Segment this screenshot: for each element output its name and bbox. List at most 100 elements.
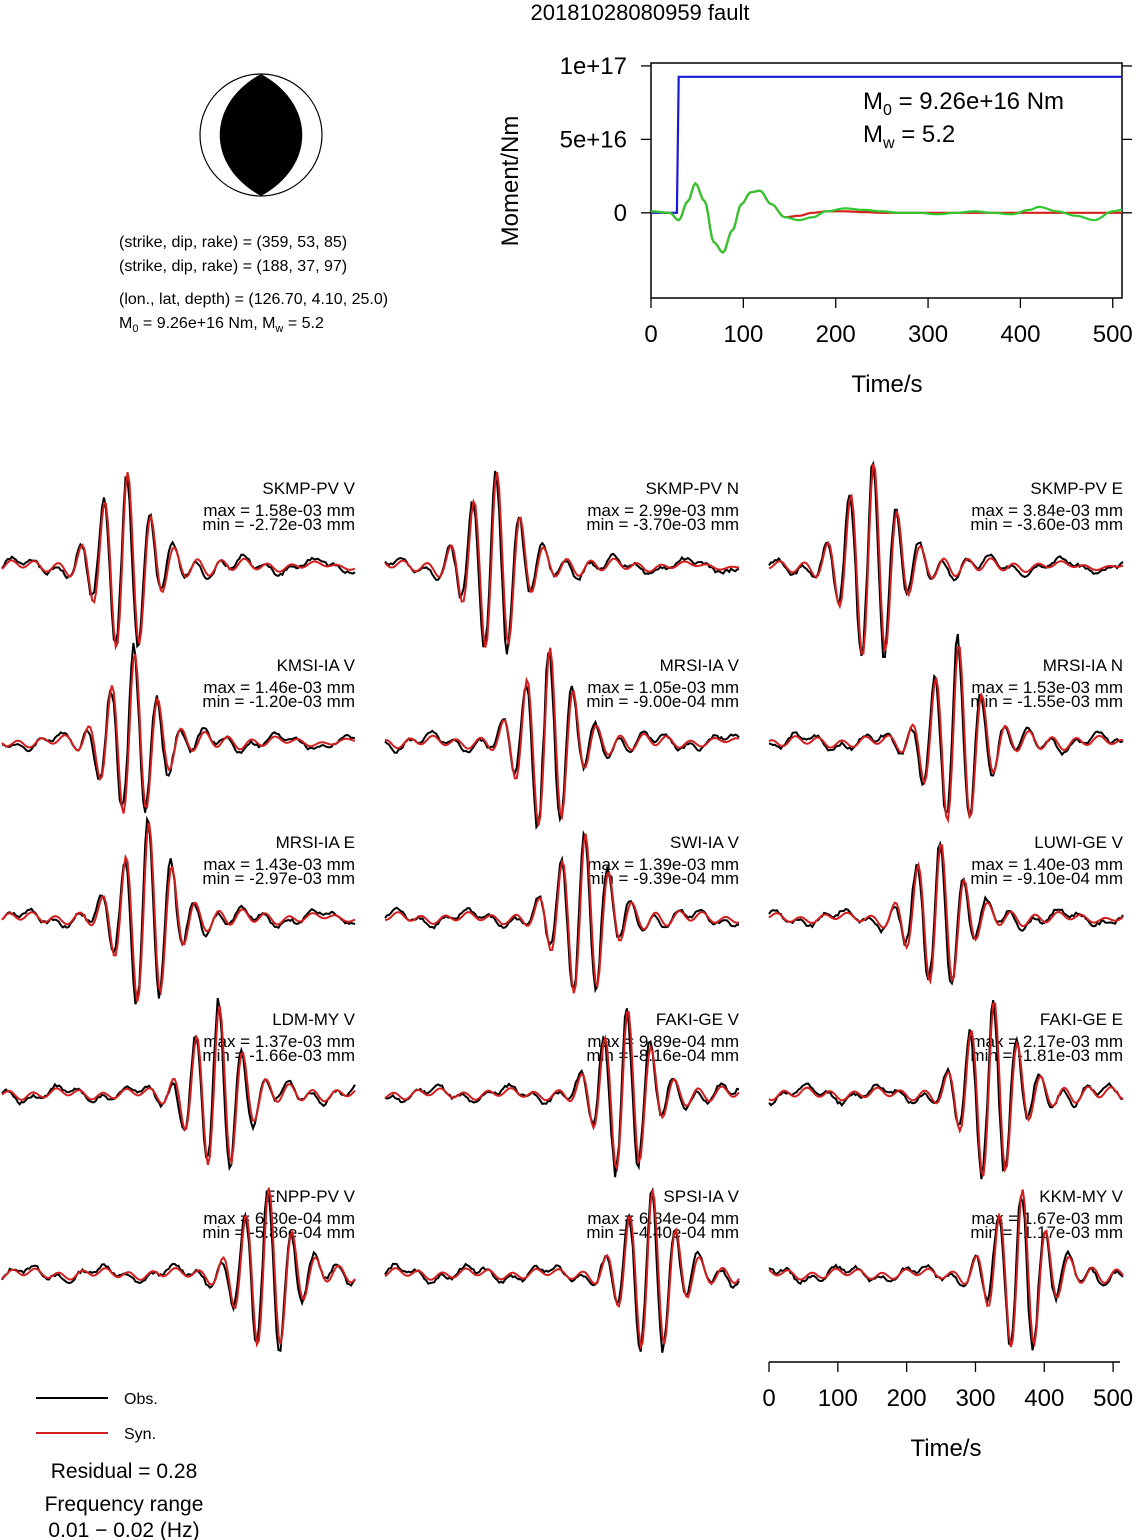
legend-syn-label: Syn. [124,1426,156,1443]
max-amplitude-label: max = 1.53e-03 mm [971,678,1123,697]
min-amplitude-label: min = -1.81e-03 mm [970,1046,1123,1065]
synthetic-trace [1,822,356,1002]
residual-text: Residual = 0.28 [51,1460,198,1483]
min-amplitude-label: min = -8.16e-04 mm [586,1046,739,1065]
stf-y-tick-label: 1e+17 [560,53,627,80]
waveform-x-axis-label: Time/s [910,1435,981,1462]
stf-x-tick-label: 0 [644,321,657,348]
max-amplitude-label: max = 1.67e-03 mm [971,1209,1123,1228]
stf-y-axis: 0 5e+16 1e+17 [560,53,1132,227]
synthetic-trace [1,1187,356,1348]
stf-y-tick-label: 0 [614,200,627,227]
stf-mw-annotation: Mw = 5.2 [863,121,955,152]
waveform-time-axis: 0 100 200 300 400 500 [762,1361,1133,1412]
min-amplitude-label: min = -1.55e-03 mm [970,692,1123,711]
station-label: SWI-IA V [670,833,740,852]
stf-x-tick-label: 400 [1000,321,1040,348]
synthetic-trace [768,463,1124,655]
stf-y-axis-label: Moment/Nm [497,116,524,247]
stf-y-tick-label: 5e+16 [560,126,627,153]
synthetic-trace [1,1005,356,1166]
frequency-range-value: 0.01 − 0.02 (Hz) [48,1519,199,1540]
max-amplitude-label: max = 1.58e-03 mm [203,501,355,520]
moment-text: M0 = 9.26e+16 Nm, Mw = 5.2 [119,315,324,335]
min-amplitude-label: min = -9.00e-04 mm [586,692,739,711]
stf-x-tick-label: 200 [816,321,856,348]
stf-m0-annotation: M0 = 9.26e+16 Nm [863,88,1064,119]
min-amplitude-label: min = -2.72e-03 mm [202,515,355,534]
max-amplitude-label: max = 1.05e-03 mm [587,678,739,697]
max-amplitude-label: max = 6.80e-04 mm [203,1209,355,1228]
time-axis-tick-label: 0 [762,1385,775,1412]
max-amplitude-label: max = 1.39e-03 mm [587,855,739,874]
synthetic-trace [768,843,1124,985]
stf-x-axis: 0 100 200 300 400 500 [644,298,1133,348]
min-amplitude-label: min = -3.60e-03 mm [970,515,1123,534]
stf-red-line [650,181,1123,254]
station-label: KKM-MY V [1039,1187,1123,1206]
station-label: MRSI-IA E [276,833,355,852]
min-amplitude-label: min = -1.66e-03 mm [202,1046,355,1065]
min-amplitude-label: min = -1.20e-03 mm [202,692,355,711]
min-amplitude-label: min = -2.97e-03 mm [202,869,355,888]
station-label: MRSI-IA N [1043,656,1123,675]
min-amplitude-label: min = -9.39e-04 mm [586,869,739,888]
observed-trace [1,815,356,1005]
frequency-range-label: Frequency range [45,1493,204,1516]
stf-x-tick-label: 100 [723,321,763,348]
observed-trace [1,1187,356,1353]
max-amplitude-label: max = 3.84e-03 mm [971,501,1123,520]
station-label: ENPP-PV V [264,1187,355,1206]
synthetic-trace [768,1189,1124,1348]
legend-obs-label: Obs. [124,1391,158,1408]
min-amplitude-label: min = -9.10e-04 mm [970,869,1123,888]
max-amplitude-label: max = 1.46e-03 mm [203,678,355,697]
station-label: KMSI-IA V [277,656,356,675]
max-amplitude-label: max = 1.43e-03 mm [203,855,355,874]
station-label: FAKI-GE V [656,1010,740,1029]
synthetic-trace [1,653,356,814]
station-label: SKMP-PV V [262,479,355,498]
synthetic-trace [1,472,356,651]
min-amplitude-label: min = -5.86e-04 mm [202,1223,355,1242]
time-axis-tick-label: 400 [1024,1385,1064,1412]
station-label: MRSI-IA V [660,656,740,675]
moment-rate-panel: 0 5e+16 1e+17 0 100 200 300 400 500 Moment/Nm T… [497,53,1133,398]
synthetic-trace [768,646,1124,824]
synthetic-trace [768,1002,1124,1177]
synthetic-trace [384,647,740,826]
synthetic-trace [384,1011,740,1173]
time-axis-tick-label: 500 [1093,1385,1133,1412]
observed-trace [768,840,1124,986]
station-label: SPSI-IA V [663,1187,739,1206]
min-amplitude-label: min = -4.40e-04 mm [586,1223,739,1242]
time-axis-tick-label: 100 [818,1385,858,1412]
min-amplitude-label: min = -3.70e-03 mm [586,515,739,534]
stf-x-tick-label: 300 [908,321,948,348]
station-label: LUWI-GE V [1034,833,1123,852]
max-amplitude-label: max = 1.40e-03 mm [971,855,1123,874]
time-axis-tick-label: 200 [887,1385,927,1412]
station-label: FAKI-GE E [1040,1010,1123,1029]
synthetic-trace [385,833,740,994]
stf-green-line [650,181,1122,254]
legend: Obs. Syn. [36,1391,158,1443]
stf-series [650,75,1123,254]
station-label: SKMP-PV N [645,479,739,498]
location-text: (lon., lat, depth) = (126.70, 4.10, 25.0… [119,291,388,308]
